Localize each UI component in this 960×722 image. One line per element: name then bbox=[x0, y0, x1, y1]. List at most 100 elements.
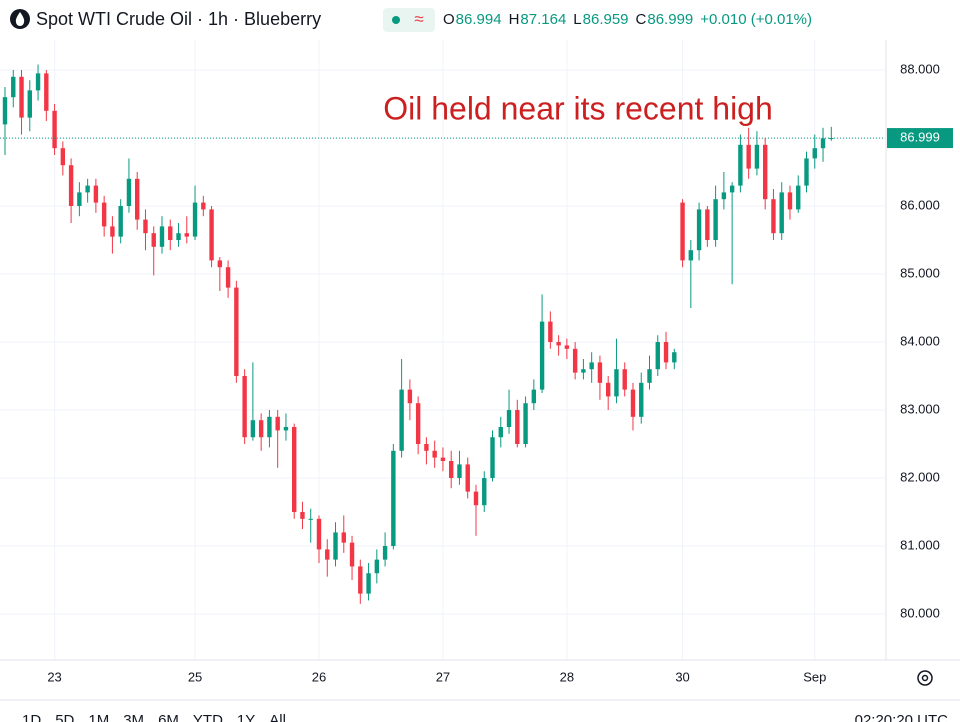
candle-body bbox=[151, 233, 156, 247]
candle-body bbox=[143, 219, 148, 234]
last-price-box bbox=[887, 128, 953, 149]
range-button[interactable]: 3M bbox=[123, 712, 144, 722]
candle-body bbox=[415, 403, 421, 445]
y-tick-label: 85.000 bbox=[900, 265, 940, 280]
annotation: Oil held near its recent high bbox=[383, 90, 773, 126]
candle-body bbox=[110, 226, 115, 237]
range-button[interactable]: 1M bbox=[88, 712, 109, 722]
settings-icon[interactable] bbox=[917, 670, 933, 686]
x-tick-label: 30 bbox=[675, 669, 689, 684]
candle-body bbox=[366, 573, 371, 594]
ohlc-key: L bbox=[573, 11, 581, 28]
candle-body bbox=[482, 478, 487, 506]
candle-body bbox=[581, 369, 586, 373]
candle-body bbox=[754, 144, 760, 169]
candle-body bbox=[126, 178, 132, 206]
candle-body bbox=[52, 110, 57, 149]
candle-body bbox=[746, 144, 751, 169]
clock: 02:20:20 UTC bbox=[855, 712, 949, 722]
plot bbox=[0, 64, 885, 604]
y-tick-label: 82.000 bbox=[900, 469, 940, 484]
candle-body bbox=[27, 90, 32, 118]
candle-body bbox=[556, 342, 561, 346]
candle-body bbox=[564, 345, 570, 349]
ohlc-key: H bbox=[509, 11, 520, 28]
ohlc-value: 87.164 bbox=[520, 11, 566, 28]
candle-body bbox=[713, 199, 718, 241]
candle-body bbox=[382, 546, 388, 560]
candle-body bbox=[820, 138, 826, 149]
toolbar: 1D 5D 1M 3M 6M YTD 1Y All bbox=[22, 712, 286, 722]
candle-body bbox=[672, 352, 677, 363]
candle-body bbox=[44, 73, 49, 111]
candle-body bbox=[358, 566, 363, 594]
candle-body bbox=[184, 233, 189, 237]
candle-body bbox=[572, 348, 578, 373]
x-tick-label: 27 bbox=[436, 669, 450, 684]
range-button[interactable]: All bbox=[269, 712, 286, 722]
y-tick-label: 86.000 bbox=[900, 197, 940, 212]
candle-body bbox=[118, 205, 123, 237]
candle-body bbox=[729, 185, 735, 193]
x-tick-label: 28 bbox=[560, 669, 574, 684]
last-price-label: 86.999 bbox=[900, 130, 940, 145]
candle-body bbox=[440, 457, 446, 462]
candle-body bbox=[159, 226, 165, 247]
candle-body bbox=[35, 73, 41, 91]
candle-body bbox=[457, 464, 462, 479]
candle-body bbox=[647, 369, 652, 383]
range-button[interactable]: 6M bbox=[158, 712, 179, 722]
candle-body bbox=[325, 549, 330, 560]
candle-body bbox=[333, 532, 338, 560]
y-tick-label: 88.000 bbox=[900, 61, 940, 76]
candle-body bbox=[738, 144, 743, 186]
x-tick-label: 23 bbox=[47, 669, 61, 684]
candle-body bbox=[68, 165, 74, 206]
candle-body bbox=[597, 362, 603, 383]
x-tick-label: 26 bbox=[312, 669, 326, 684]
range-button[interactable]: YTD bbox=[193, 712, 223, 722]
candle-body bbox=[267, 416, 272, 438]
candle-body bbox=[300, 512, 305, 519]
candle-body bbox=[135, 178, 140, 220]
range-button[interactable]: 1Y bbox=[237, 712, 255, 722]
chart-title: Spot WTI Crude Oil · 1h · Blueberry bbox=[36, 9, 321, 29]
candle-body bbox=[176, 233, 181, 241]
candle-body bbox=[283, 427, 289, 431]
candle-body bbox=[614, 369, 619, 397]
candle-body bbox=[473, 491, 479, 506]
candle-body bbox=[688, 250, 694, 261]
candle-body bbox=[448, 461, 454, 479]
candle-body bbox=[680, 202, 685, 261]
candle-body bbox=[316, 518, 322, 550]
x-tick-label: Sep bbox=[803, 669, 826, 684]
candle-body bbox=[812, 148, 817, 159]
candle-body bbox=[11, 76, 16, 98]
candle-body bbox=[399, 389, 404, 451]
approx-icon: ≈ bbox=[414, 9, 423, 28]
candle-body bbox=[292, 427, 297, 513]
y-tick-label: 80.000 bbox=[900, 605, 940, 620]
candle-body bbox=[465, 464, 470, 492]
candle-body bbox=[60, 148, 66, 166]
range-button[interactable]: 5D bbox=[55, 712, 74, 722]
range-button[interactable]: 1D bbox=[22, 712, 41, 722]
candle-body bbox=[804, 158, 809, 186]
ohlc-key: O bbox=[443, 11, 455, 28]
candle-body bbox=[705, 209, 710, 241]
candle-body bbox=[498, 427, 503, 438]
candle-body bbox=[523, 403, 528, 445]
candle-body bbox=[341, 532, 346, 543]
status-dot bbox=[392, 16, 400, 24]
candle-body bbox=[391, 450, 396, 547]
candle-body bbox=[539, 321, 545, 390]
y-tick-label: 81.000 bbox=[900, 537, 940, 552]
indicator-box[interactable] bbox=[383, 8, 435, 32]
candle-body bbox=[531, 389, 537, 404]
candle-body bbox=[771, 199, 776, 234]
ohlc-value: 86.999 bbox=[647, 11, 693, 28]
candle-body bbox=[234, 287, 239, 377]
candle-body bbox=[589, 362, 594, 370]
ohlc-value: 86.994 bbox=[456, 11, 502, 28]
